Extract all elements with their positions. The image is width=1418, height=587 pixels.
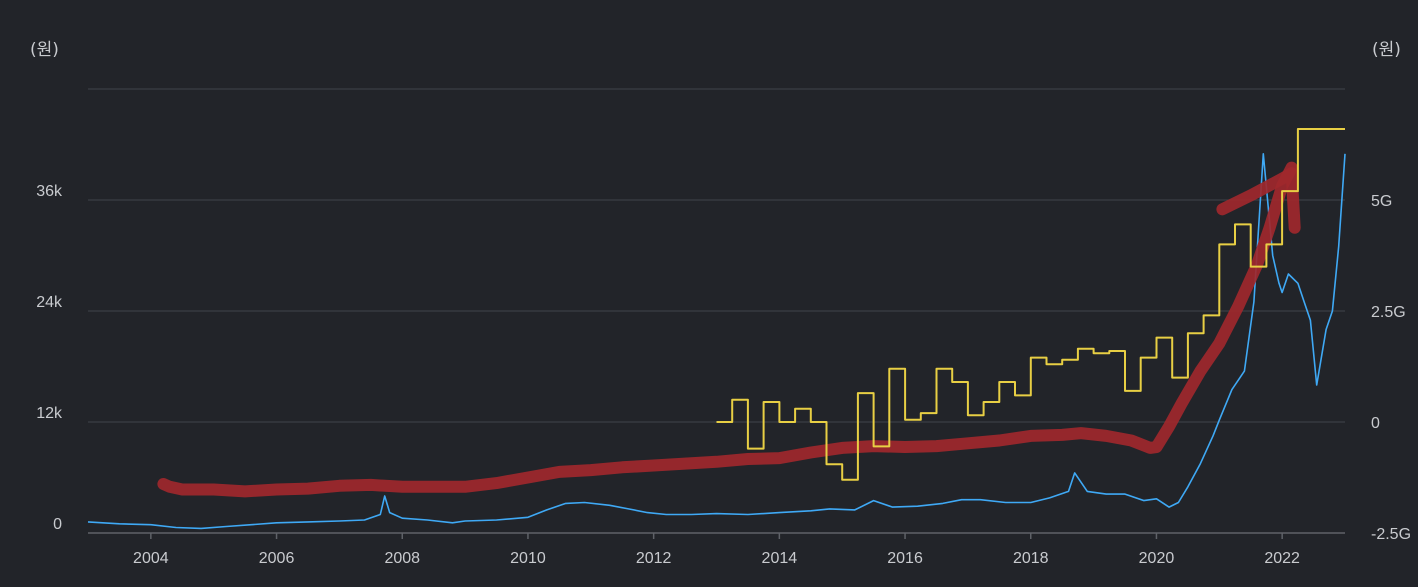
x-tick-label: 2014 [762,550,798,567]
x-axis: 2004 2006 2008 2010 2012 2014 2016 2018 2020 2022 [133,533,1300,567]
x-tick-label: 2010 [510,550,546,567]
right-tick-label: 0 [1371,415,1380,432]
x-tick-label: 2012 [636,550,672,567]
right-tick-label: 5G [1371,193,1392,210]
left-tick-label: 36k [36,183,63,200]
x-tick-label: 2022 [1264,550,1300,567]
right-axis: -2.5G 0 2.5G 5G [1371,193,1411,543]
x-tick-label: 2020 [1139,550,1175,567]
right-tick-label: -2.5G [1371,526,1411,543]
left-axis: 0 12k 24k 36k [36,183,63,533]
plot-area [87,128,1346,530]
gridlines [88,88,1345,534]
step-series-line [716,128,1345,481]
trend-arrow-stroke [157,161,1298,498]
left-axis-unit: (원) [30,40,59,60]
right-axis-unit: (원) [1372,40,1401,60]
x-tick-label: 2004 [133,550,169,567]
left-tick-label: 12k [36,405,63,422]
left-tick-label: 24k [36,294,63,311]
x-tick-label: 2016 [887,550,923,567]
x-tick-label: 2008 [384,550,420,567]
price-series-line [87,153,1346,530]
x-tick-label: 2018 [1013,550,1049,567]
x-tick-label: 2006 [259,550,295,567]
right-tick-label: 2.5G [1371,304,1406,321]
left-tick-label: 0 [53,516,62,533]
